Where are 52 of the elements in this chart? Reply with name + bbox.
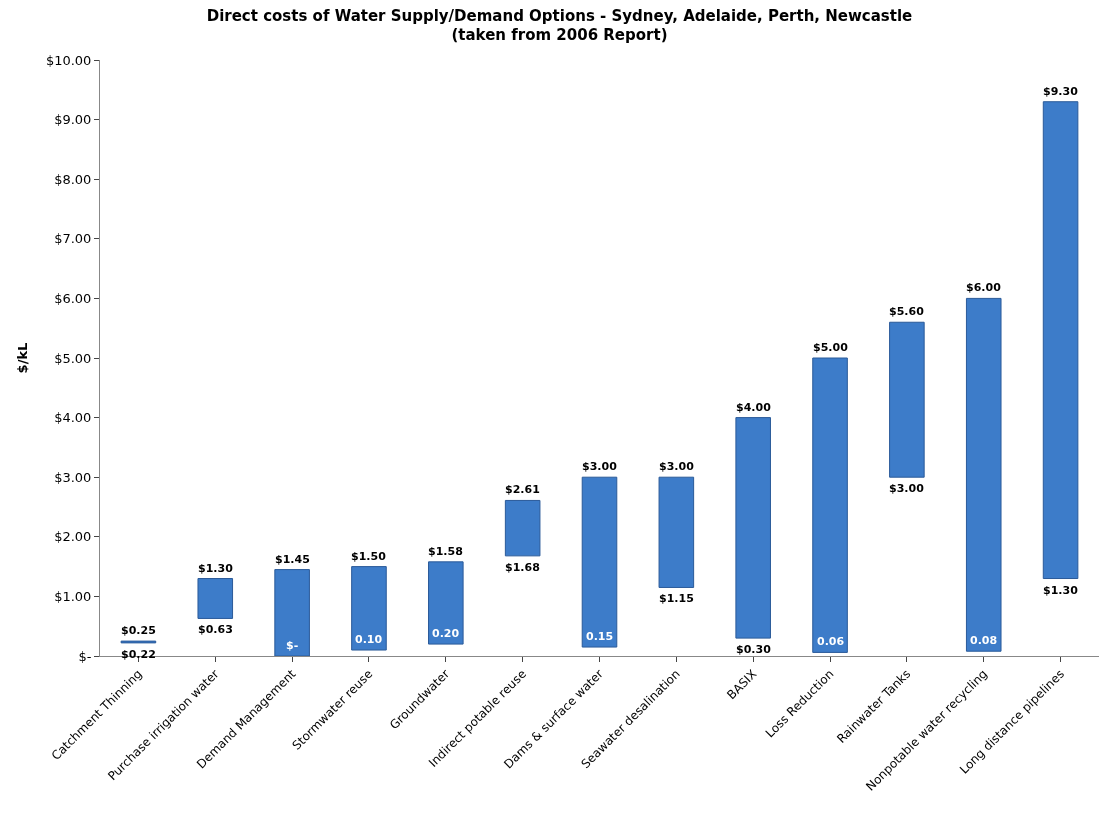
annotation: 0.10 bbox=[355, 633, 383, 646]
bar bbox=[889, 321, 925, 478]
annotation: $3.00 bbox=[659, 460, 695, 473]
annotation: $6.00 bbox=[966, 281, 1002, 294]
y-tick-label: $9.00 bbox=[54, 112, 92, 128]
y-tick-label: $5.00 bbox=[54, 350, 92, 366]
bar bbox=[1042, 101, 1079, 580]
annotation: $9.30 bbox=[1043, 85, 1079, 98]
bar bbox=[658, 476, 695, 588]
bar bbox=[197, 578, 234, 619]
bar bbox=[428, 561, 464, 645]
chart-subtitle: (taken from 2006 Report) bbox=[451, 26, 668, 45]
annotation: $1.50 bbox=[351, 550, 387, 563]
annotation: $1.15 bbox=[659, 592, 694, 605]
annotation: $- bbox=[286, 639, 299, 652]
annotation: $0.63 bbox=[198, 623, 233, 636]
bar bbox=[351, 566, 387, 651]
annotation: $0.25 bbox=[121, 624, 156, 637]
bar bbox=[812, 357, 848, 653]
annotation: 0.15 bbox=[586, 630, 614, 643]
y-tick-label: $4.00 bbox=[54, 410, 92, 426]
annotation: $4.00 bbox=[736, 401, 772, 414]
annotation: $0.22 bbox=[121, 648, 156, 661]
annotation: $1.30 bbox=[198, 562, 234, 575]
annotation: $0.30 bbox=[736, 643, 772, 656]
annotation: $1.68 bbox=[505, 561, 540, 574]
annotation: $3.00 bbox=[889, 482, 925, 495]
bar bbox=[581, 476, 618, 648]
annotation: $1.30 bbox=[1043, 584, 1079, 597]
y-tick-label: $10.00 bbox=[45, 52, 92, 68]
y-tick-label: $8.00 bbox=[54, 171, 92, 187]
y-tick-label: $- bbox=[78, 648, 92, 664]
annotation: 0.06 bbox=[817, 635, 845, 648]
y-tick-label: $3.00 bbox=[54, 469, 92, 485]
annotation: $5.00 bbox=[813, 341, 849, 354]
y-tick-label: $6.00 bbox=[54, 290, 92, 306]
annotation: $5.60 bbox=[889, 305, 925, 318]
y-tick-label: $1.00 bbox=[54, 588, 92, 604]
y-tick-label: $2.00 bbox=[54, 529, 92, 545]
annotation: $1.45 bbox=[275, 553, 310, 566]
annotation: $3.00 bbox=[582, 460, 618, 473]
annotation: $1.58 bbox=[428, 545, 463, 558]
y-tick-label: $7.00 bbox=[54, 231, 92, 247]
bar bbox=[504, 499, 541, 557]
bar bbox=[735, 417, 771, 639]
annotation: 0.08 bbox=[970, 634, 998, 647]
chart-title: Direct costs of Water Supply/Demand Options - Sydney, Adelaide, Perth, Newcastle bbox=[206, 6, 913, 25]
bar bbox=[274, 569, 310, 656]
y-axis-title: $/kL bbox=[14, 342, 30, 374]
annotation: $2.61 bbox=[505, 483, 540, 496]
annotation: 0.20 bbox=[432, 627, 460, 640]
bar bbox=[965, 297, 1002, 652]
